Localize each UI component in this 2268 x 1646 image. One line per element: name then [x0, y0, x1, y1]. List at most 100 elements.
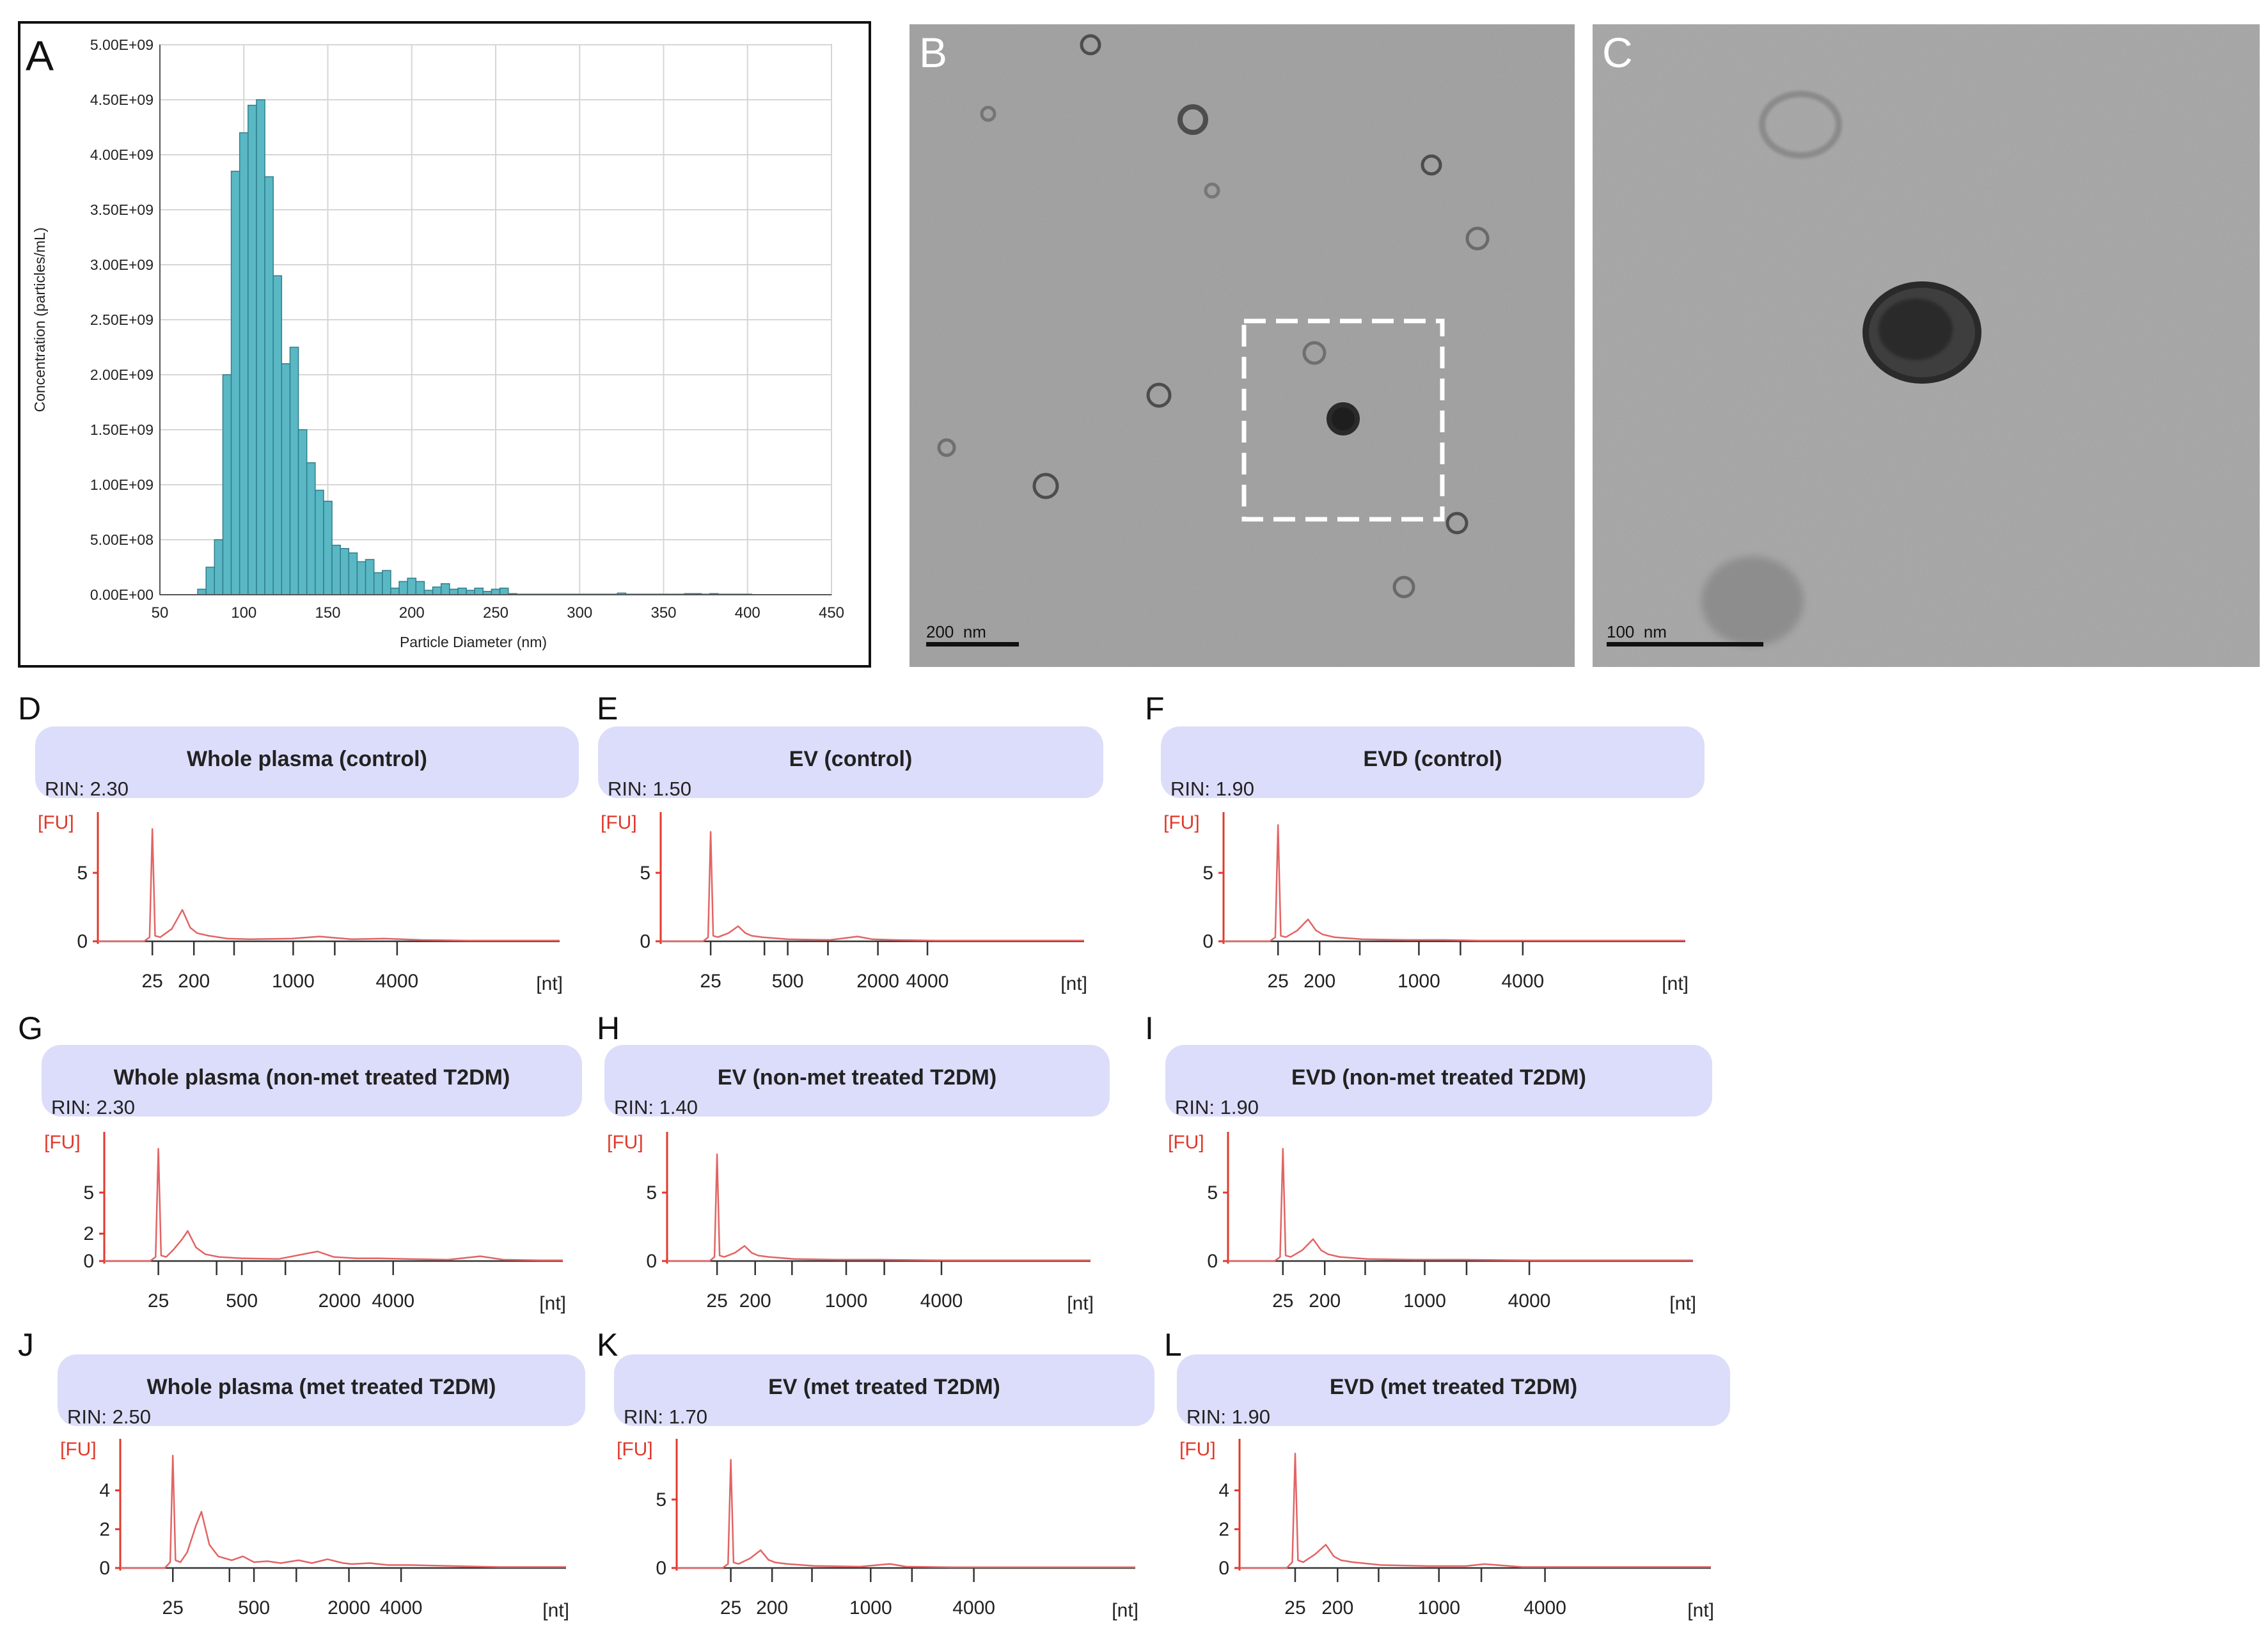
x-tick-label: 4000 [920, 1290, 963, 1312]
histogram-bar [365, 559, 375, 595]
x-tick-label: 350 [650, 604, 676, 622]
y-tick-label: 0 [646, 1251, 657, 1272]
y-axis-label: [FU] [1179, 1439, 1216, 1460]
y-tick-label: 3.00E+09 [90, 256, 154, 273]
x-tick-label: 500 [772, 971, 804, 992]
panel-label-e: E [597, 691, 618, 726]
vesicle [1080, 34, 1101, 56]
vesicle [980, 106, 996, 122]
sample-header [42, 1045, 582, 1117]
vesicle [1204, 182, 1220, 199]
rin-value: RIN: 1.90 [1175, 1096, 1259, 1118]
sample-title: EVD (non-met treated T2DM) [1291, 1065, 1586, 1090]
x-tick-label: 25 [148, 1290, 169, 1312]
panel-a-y-axis-label: Concentration (particles/mL) [31, 228, 48, 412]
panel-c-dark-patch [1701, 556, 1804, 646]
y-tick-label: 0 [1202, 931, 1213, 952]
histogram-bar [264, 176, 274, 595]
histogram-bar [474, 587, 484, 595]
sample-title: EV (control) [789, 747, 913, 771]
x-tick-label: 100 [231, 604, 256, 622]
x-tick-label: 4000 [375, 971, 418, 992]
y-tick-label: 0 [1207, 1251, 1218, 1272]
histogram-bar [331, 544, 341, 595]
histogram-bar [415, 581, 425, 595]
panel-c-scale-bar [1607, 642, 1763, 647]
x-tick-label: 25 [1272, 1290, 1293, 1312]
electropherogram-panels: D E F G H I J K L Whole plasma (control)… [18, 691, 1730, 1621]
histogram-bar [214, 539, 224, 595]
sample-header [604, 1045, 1110, 1117]
x-tick-label: 25 [700, 971, 721, 992]
x-tick-label: 4000 [1508, 1290, 1551, 1312]
electropherogram-f: EVD (control) RIN: 1.90 [FU] 0 5 25 200 1000 400… [1161, 726, 1705, 994]
panel-label-d: D [18, 691, 41, 726]
histogram-bar [491, 588, 501, 595]
histogram-bar [348, 552, 358, 595]
histogram-bar [205, 567, 216, 595]
histogram-bar [323, 501, 333, 595]
y-axis-label: [FU] [44, 1132, 81, 1153]
x-tick-label: 450 [819, 604, 844, 622]
y-tick-label: 5.00E+08 [90, 531, 154, 548]
panel-b-vesicles [937, 34, 1490, 599]
y-tick-label: 4 [99, 1480, 110, 1501]
histogram-bar [239, 132, 249, 595]
y-tick-label: 5 [77, 863, 88, 884]
histogram-bar [423, 590, 434, 595]
panel-a-histogram: A 0.00E+00 5.00E+08 1.00E+09 1.50E+09 2.00E+… [18, 21, 871, 668]
electropherogram-i: EVD (non-met treated T2DM) RIN: 1.90 [FU] 0… [1165, 1045, 1712, 1314]
sample-title: Whole plasma (control) [187, 747, 427, 771]
x-tick-label: 4000 [1501, 971, 1544, 992]
y-tick-label: 0 [83, 1251, 94, 1272]
y-axis-label: [FU] [1163, 812, 1200, 833]
histogram-bar [466, 590, 475, 595]
y-axis-label: [FU] [60, 1439, 97, 1460]
x-tick-label: 25 [1284, 1597, 1305, 1619]
vesicle [1421, 154, 1442, 176]
y-tick-label: 1.50E+09 [90, 421, 154, 438]
rin-value: RIN: 1.90 [1186, 1406, 1270, 1428]
x-tick-label: 4000 [906, 971, 949, 992]
y-tick-label: 3.50E+09 [90, 201, 154, 218]
trace-line [667, 1153, 1091, 1262]
panel-c-faint-vesicle [1759, 91, 1842, 159]
panel-a-axes [159, 45, 831, 595]
panel-a-x-axis-label: Particle Diameter (nm) [400, 634, 547, 650]
vesicle [1392, 576, 1415, 599]
sample-header [35, 726, 579, 798]
x-axis-label: [nt] [539, 1293, 566, 1314]
vesicle [1327, 402, 1360, 435]
y-axis-label: [FU] [601, 812, 637, 833]
x-tick-label: 200 [399, 604, 425, 622]
x-tick-label: 200 [1309, 1290, 1341, 1312]
x-tick-label: 150 [315, 604, 340, 622]
panel-label-i: I [1145, 1010, 1154, 1046]
panel-b-zoom-box [1241, 318, 1445, 522]
panel-a-x-ticks: 50 100 150 200 250 300 350 400 450 [152, 604, 844, 622]
histogram-bar [297, 429, 308, 595]
electropherogram-j: Whole plasma (met treated T2DM) RIN: 2.50… [58, 1354, 585, 1621]
histogram-bar [499, 587, 509, 595]
y-tick-label: 0 [77, 931, 88, 952]
x-axis-label: [nt] [1687, 1600, 1714, 1621]
x-axis-label: [nt] [1067, 1293, 1094, 1314]
y-tick-label: 5.00E+09 [90, 36, 154, 53]
histogram-bar [382, 570, 391, 595]
x-tick-label: 500 [238, 1597, 270, 1619]
x-tick-label: 1000 [1398, 971, 1440, 992]
y-axis-label: [FU] [617, 1439, 653, 1460]
rin-value: RIN: 1.90 [1170, 778, 1254, 800]
vesicle [1032, 473, 1059, 499]
histogram-bar [457, 587, 467, 595]
x-tick-label: 200 [1303, 971, 1335, 992]
panel-label-f: F [1145, 691, 1165, 726]
trace-line [1224, 824, 1685, 943]
histogram-bar [230, 171, 240, 595]
vesicle [1177, 104, 1208, 135]
sample-header [614, 1354, 1154, 1426]
panel-label-c: C [1602, 29, 1633, 76]
sample-header [1161, 726, 1705, 798]
panel-a-y-ticks: 0.00E+00 5.00E+08 1.00E+09 1.50E+09 2.00E+09… [90, 36, 154, 603]
